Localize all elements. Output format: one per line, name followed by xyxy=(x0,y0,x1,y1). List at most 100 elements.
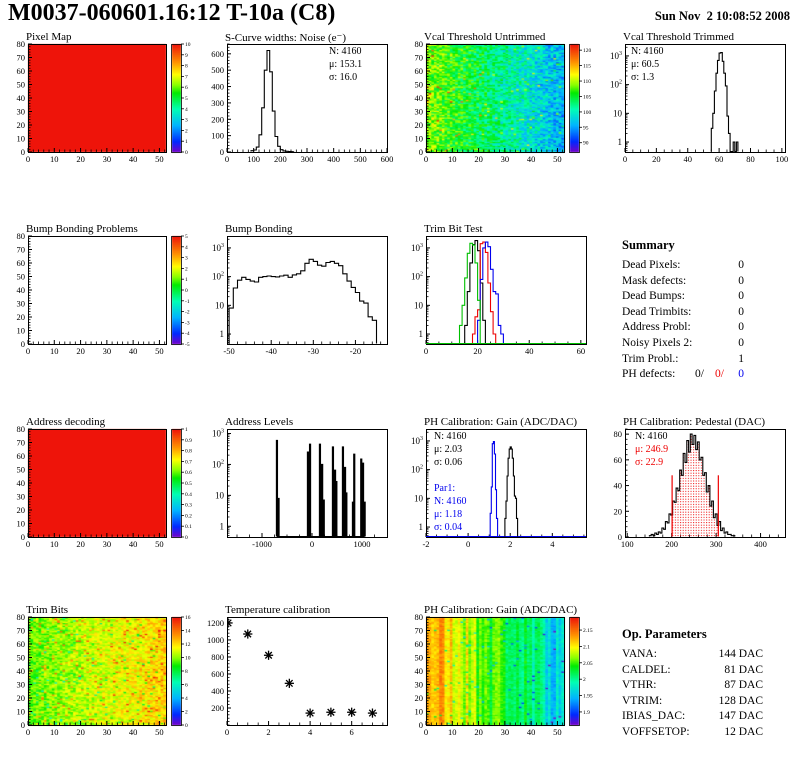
op-label: IBIAS_DAC: xyxy=(622,710,686,723)
svg-text:4: 4 xyxy=(308,727,313,737)
plot-title: Vcal Threshold Trimmed xyxy=(623,31,735,43)
svg-text:1000: 1000 xyxy=(207,635,224,645)
svg-text:10: 10 xyxy=(17,707,26,717)
timestamp: Sun Nov 2 10:08:52 2008 xyxy=(654,9,790,23)
panel-ph-pedestal: PH Calibration: Pedestal (DAC) 100 200 300 4… xyxy=(599,415,796,565)
svg-text:50: 50 xyxy=(17,272,26,282)
svg-text:600: 600 xyxy=(211,669,224,679)
svg-text:100: 100 xyxy=(583,110,592,116)
svg-text:0: 0 xyxy=(618,532,622,542)
svg-text:σ: 22.9: σ: 22.9 xyxy=(635,457,663,468)
svg-text:10: 10 xyxy=(185,656,191,662)
svg-text:20: 20 xyxy=(415,693,424,703)
svg-text:-50: -50 xyxy=(223,346,234,356)
svg-text:1.9: 1.9 xyxy=(583,710,590,716)
page-title: M0037-060601.16:12 T-10a (C8) xyxy=(8,0,336,26)
panel-address-levels: Address Levels -1000 0 1000 1 10 102 103 xyxy=(201,415,398,565)
svg-text:8: 8 xyxy=(185,64,188,70)
svg-text:500: 500 xyxy=(354,154,367,164)
svg-text:0: 0 xyxy=(466,539,470,549)
svg-text:1: 1 xyxy=(185,427,188,433)
svg-text:σ: 0.06: σ: 0.06 xyxy=(434,457,462,468)
svg-text:0: 0 xyxy=(21,720,25,730)
svg-text:600: 600 xyxy=(211,49,224,59)
svg-text:50: 50 xyxy=(155,346,164,356)
svg-text:1200: 1200 xyxy=(207,618,224,628)
summary-label: Dead Pixels: xyxy=(622,259,681,271)
svg-text:102: 102 xyxy=(212,459,224,469)
svg-text:70: 70 xyxy=(17,245,26,255)
svg-text:95: 95 xyxy=(583,125,589,131)
svg-text:-2: -2 xyxy=(422,539,429,549)
summary-header: Summary xyxy=(622,238,675,252)
svg-text:200: 200 xyxy=(211,114,224,124)
svg-text:1: 1 xyxy=(220,329,225,339)
svg-text:0.7: 0.7 xyxy=(185,459,192,465)
svg-text:1.95: 1.95 xyxy=(583,694,593,700)
svg-text:4: 4 xyxy=(185,696,188,702)
svg-text:2: 2 xyxy=(266,727,270,737)
summary-value: 0 xyxy=(738,305,744,318)
svg-text:μ: 60.5: μ: 60.5 xyxy=(631,59,659,70)
summary-label: Address Probl: xyxy=(622,321,691,334)
op-value: 144 DAC xyxy=(718,648,763,660)
panel-ph-gain-map: PH Calibration: Gain (ADC/DAC) 0 10 20 30 40 5… xyxy=(400,603,597,753)
summary-label: Dead Bumps: xyxy=(622,290,685,303)
svg-text:N: 4160: N: 4160 xyxy=(635,431,668,442)
svg-text:μ: 153.1: μ: 153.1 xyxy=(329,59,362,70)
svg-text:-2: -2 xyxy=(185,310,190,316)
svg-text:60: 60 xyxy=(415,639,424,649)
plot-title: Temperature calibration xyxy=(225,604,331,616)
svg-text:10: 10 xyxy=(448,154,457,164)
svg-text:40: 40 xyxy=(527,727,536,737)
svg-text:10: 10 xyxy=(613,108,623,118)
panel-bump-bonding-problems: Bump Bonding Problems 0 10 20 30 40 50 0 10 20 30 4… xyxy=(2,222,199,372)
svg-text:20: 20 xyxy=(76,539,85,549)
svg-text:1: 1 xyxy=(185,277,188,283)
svg-text:20: 20 xyxy=(17,693,26,703)
svg-text:40: 40 xyxy=(17,666,26,676)
svg-text:103: 103 xyxy=(212,429,224,439)
svg-text:1: 1 xyxy=(185,139,188,145)
svg-text:0: 0 xyxy=(26,346,30,356)
svg-text:6: 6 xyxy=(185,683,188,689)
svg-text:2: 2 xyxy=(185,266,188,272)
svg-text:70: 70 xyxy=(17,438,26,448)
svg-text:-5: -5 xyxy=(185,342,190,348)
svg-text:300: 300 xyxy=(710,539,723,549)
svg-text:40: 40 xyxy=(415,93,424,103)
svg-text:20: 20 xyxy=(76,346,85,356)
svg-text:90: 90 xyxy=(583,141,589,147)
panel-vcal-untrimmed: Vcal Threshold Untrimmed 0 10 20 30 40 50 0 10 20… xyxy=(400,30,597,180)
svg-text:2: 2 xyxy=(185,128,188,134)
svg-text:50: 50 xyxy=(17,465,26,475)
svg-text:N: 4160: N: 4160 xyxy=(434,431,467,442)
svg-text:0.8: 0.8 xyxy=(185,449,192,455)
svg-text:0: 0 xyxy=(225,727,229,737)
svg-text:0: 0 xyxy=(310,539,314,549)
svg-text:30: 30 xyxy=(17,299,26,309)
svg-text:30: 30 xyxy=(103,346,112,356)
svg-text:50: 50 xyxy=(17,653,26,663)
svg-text:5: 5 xyxy=(185,96,188,102)
svg-text:60: 60 xyxy=(17,639,26,649)
svg-text:30: 30 xyxy=(415,107,424,117)
svg-text:10: 10 xyxy=(50,346,59,356)
svg-text:20: 20 xyxy=(474,154,483,164)
svg-text:80: 80 xyxy=(17,424,26,434)
svg-text:300: 300 xyxy=(301,154,314,164)
svg-text:80: 80 xyxy=(415,39,424,49)
svg-text:0.2: 0.2 xyxy=(185,513,192,519)
panel-vcal-trimmed: Vcal Threshold Trimmed 0 20 40 60 80 100 1 10 102… xyxy=(599,30,796,180)
plot-title: Bump Bonding xyxy=(225,223,293,235)
svg-text:0: 0 xyxy=(419,720,423,730)
svg-text:20: 20 xyxy=(474,727,483,737)
svg-text:20: 20 xyxy=(76,727,85,737)
svg-text:N: 4160: N: 4160 xyxy=(329,46,362,57)
svg-text:70: 70 xyxy=(17,626,26,636)
svg-text:40: 40 xyxy=(415,666,424,676)
svg-text:30: 30 xyxy=(501,727,510,737)
svg-text:30: 30 xyxy=(17,492,26,502)
svg-text:N: 4160: N: 4160 xyxy=(631,46,664,57)
